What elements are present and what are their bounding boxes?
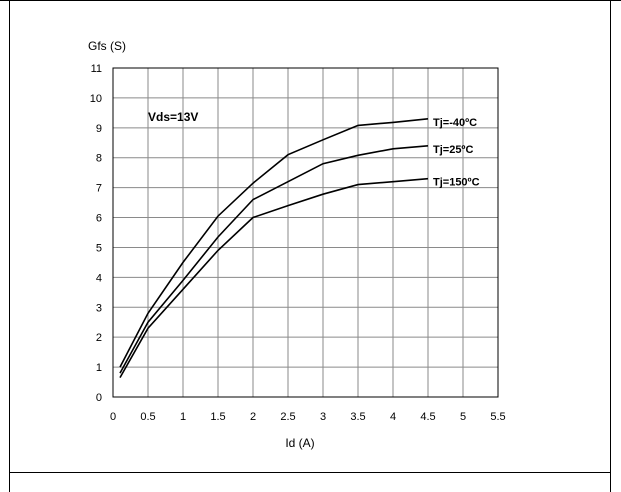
frame-bottom-border — [9, 472, 611, 473]
plot-area-border — [112, 67, 499, 398]
y-tick-label: 10 — [90, 93, 102, 105]
y-tick-label: 0 — [96, 392, 102, 404]
x-tick-label: 5 — [460, 411, 466, 423]
series-label: Tj=25ºC — [433, 144, 473, 156]
y-tick-label: 7 — [96, 183, 102, 195]
x-tick-label: 0 — [110, 411, 116, 423]
y-tick-label: 2 — [96, 332, 102, 344]
x-tick-label: 2.5 — [280, 411, 295, 423]
series-line — [119, 145, 429, 374]
x-tick-label: 1.5 — [210, 411, 225, 423]
x-tick-label: 3.5 — [350, 411, 365, 423]
series-line — [119, 177, 429, 378]
y-tick-label: 9 — [96, 123, 102, 135]
y-tick-label: 5 — [96, 242, 102, 254]
y-tick-label: 8 — [96, 153, 102, 165]
x-tick-label: 4.5 — [420, 411, 435, 423]
x-tick-label: 3 — [320, 411, 326, 423]
y-tick-label: 1 — [96, 362, 102, 374]
x-tick-label: 1 — [180, 411, 186, 423]
y-tick-label: 11 — [91, 63, 102, 75]
series-labels: Tj=-40ºC Tj=25ºC Tj=150ºC — [433, 117, 480, 189]
x-tick-label: 2 — [250, 411, 256, 423]
x-axis-label: Id (A) — [285, 436, 314, 450]
y-tick-label: 4 — [96, 272, 102, 284]
y-axis-label: Gfs (S) — [88, 39, 126, 53]
frame-left-border — [9, 0, 10, 492]
series-label: Tj=-40ºC — [433, 117, 477, 129]
series-label: Tj=150ºC — [433, 177, 480, 189]
x-tick-label: 0.5 — [140, 411, 155, 423]
y-tick-label: 3 — [96, 302, 102, 314]
frame-top-border — [0, 0, 621, 1]
series-line — [119, 118, 429, 368]
x-tick-labels: 0 0.5 1 1.5 2 2.5 3 3.5 4 4.5 5 5.5 — [110, 411, 506, 423]
y-tick-label: 6 — [96, 213, 102, 225]
series-lines — [119, 118, 429, 378]
vds-annotation: Vds=13V — [148, 110, 198, 124]
x-tick-label: 4 — [390, 411, 396, 423]
y-tick-labels: 0 1 2 3 4 5 6 7 8 9 10 11 — [90, 63, 102, 404]
x-tick-label: 5.5 — [490, 411, 505, 423]
frame-right-border — [610, 0, 611, 492]
